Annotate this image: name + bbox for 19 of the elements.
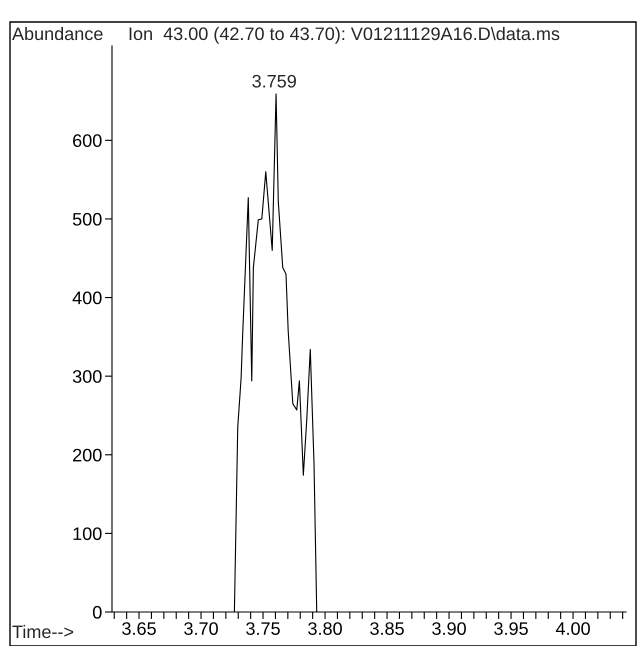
- y-tick-label: 600: [73, 134, 102, 148]
- y-tick-label: 100: [74, 527, 102, 540]
- x-axis-title: Time-->: [12, 624, 74, 638]
- y-tick-label: 300: [72, 370, 102, 383]
- y-tick-label: 500: [72, 212, 102, 226]
- y-axis-title: Abundance: [12, 26, 103, 40]
- y-tick-label: 400: [72, 291, 102, 304]
- x-tick-label: 3.70: [184, 622, 218, 635]
- x-tick-label: 3.80: [308, 622, 342, 635]
- x-tick-label: 3.85: [370, 622, 404, 635]
- x-tick-label: 4.00: [556, 622, 590, 635]
- x-tick-label: 3.95: [494, 622, 528, 635]
- annotation: 3.759: [252, 74, 296, 88]
- y-tick-label: 200: [73, 448, 102, 462]
- x-tick-label: 3.65: [122, 622, 156, 635]
- chart-title: Ion 43.00 (42.70 to 43.70): V01211129A16.D\data.ms: [130, 26, 560, 44]
- x-tick-label: 3.75: [246, 622, 280, 635]
- x-tick-label: 3.90: [432, 622, 466, 635]
- y-tick-label: 0: [92, 606, 102, 619]
